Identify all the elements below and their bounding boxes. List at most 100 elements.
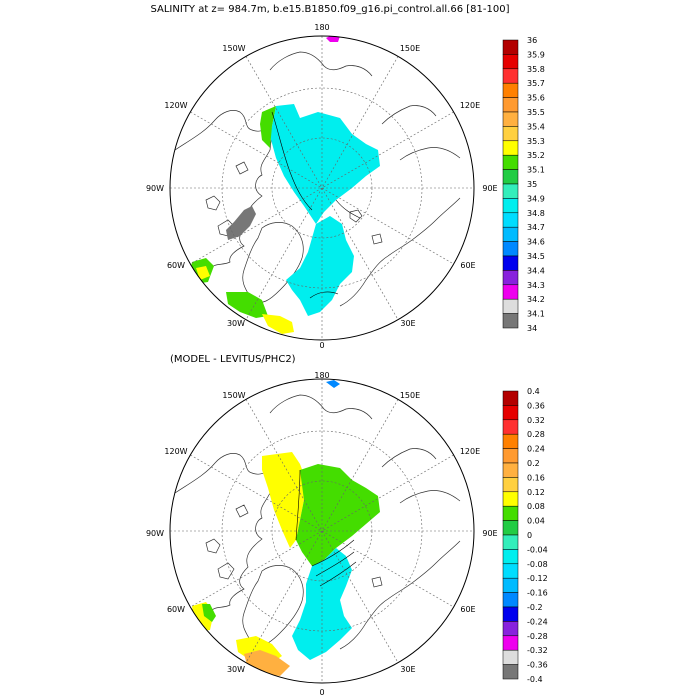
region-north-atlantic-green [190, 258, 268, 318]
colorbar-label: -0.16 [527, 589, 548, 598]
colorbar-swatch [502, 140, 519, 156]
region-baffin-gray [226, 206, 256, 240]
colorbar-label: 0.32 [527, 416, 545, 425]
colorbar-label: 35.5 [527, 108, 545, 117]
colorbar-label: 34.7 [527, 223, 545, 232]
colorbar-swatch [502, 111, 519, 127]
lon-label-90e: 90E [482, 529, 497, 538]
map-boundary [169, 35, 475, 341]
colorbar-label: 34.1 [527, 310, 545, 319]
colorbar-swatch [502, 577, 519, 593]
lon-label-0: 0 [319, 688, 324, 697]
lon-label-30e: 30E [400, 665, 415, 674]
colorbar-label: -0.4 [527, 675, 543, 684]
colorbar: 0.4 0.36 0.32 0.28 0.24 0.2 0.16 0.12 0.08 0.04 0 -… [502, 387, 548, 684]
colorbar-swatch [502, 241, 519, 257]
lon-label-120e: 120E [460, 447, 480, 456]
contour-line [295, 469, 357, 587]
colorbar-label: 34.2 [527, 295, 545, 304]
colorbar-swatch [502, 82, 519, 98]
colorbar-swatch [502, 505, 519, 521]
colorbar-swatch [502, 621, 519, 637]
map-field [170, 36, 474, 340]
colorbar-swatch [502, 54, 519, 70]
lon-label-30w: 30W [227, 319, 245, 328]
region-canadian-basin [262, 452, 306, 548]
colorbar-swatch [502, 592, 519, 608]
colorbar-label: 36 [527, 36, 537, 45]
colorbar-swatch [502, 68, 519, 84]
region-canadian-arctic [260, 106, 276, 148]
colorbar-swatch [502, 198, 519, 214]
colorbar-label: -0.36 [527, 661, 548, 670]
lon-label-120w: 120W [164, 447, 187, 456]
colorbar-label: 35.4 [527, 122, 545, 131]
lon-label-60e: 60E [460, 261, 475, 270]
colorbar-label: 35.9 [527, 50, 545, 59]
coastline-alaska [269, 51, 373, 77]
longitude-labels: 180 150E 120E 90E 60E 30E 0 30W 60W 90W … [146, 371, 498, 697]
colorbar-swatch [502, 405, 519, 421]
colorbar-label: 0.08 [527, 502, 545, 511]
colorbar-label: 35.3 [527, 137, 545, 146]
colorbar-swatch [502, 212, 519, 228]
colorbar-swatch [502, 563, 519, 579]
colorbar-label: 34 [527, 324, 537, 333]
lon-label-90e: 90E [482, 184, 497, 193]
colorbar-swatch [502, 606, 519, 622]
grid [170, 379, 474, 683]
colorbar-label: 0.28 [527, 430, 545, 439]
colorbar-swatch [502, 664, 519, 680]
colorbar-swatch [502, 270, 519, 286]
panel-salinity: SALINITY at z= 984.7m, b.e15.B1850.f09_g… [146, 4, 545, 350]
colorbar-swatch [502, 255, 519, 271]
colorbar: 36 35.9 35.8 35.7 35.6 35.5 35.4 35.3 35.2 35.1 35… [502, 36, 545, 333]
colorbar-label: -0.28 [527, 632, 548, 641]
lon-label-60w: 60W [167, 261, 185, 270]
colorbar-label: -0.08 [527, 560, 548, 569]
colorbar-label: 35.7 [527, 79, 545, 88]
colorbar-swatch [502, 313, 519, 329]
colorbar-swatch [502, 534, 519, 550]
colorbar-label: 35.8 [527, 65, 545, 74]
colorbar-swatch [502, 419, 519, 435]
grid [170, 36, 474, 340]
coastline-eurasia [339, 105, 461, 307]
lon-label-150w: 150W [222, 391, 245, 400]
colorbar-swatch [502, 126, 519, 142]
lon-label-120e: 120E [460, 101, 480, 110]
colorbar-label: 34.9 [527, 194, 545, 203]
lon-label-0: 0 [319, 341, 324, 350]
coastline-north-america [174, 453, 273, 614]
colorbar-label: -0.04 [527, 545, 548, 554]
map-field [170, 379, 474, 683]
colorbar-swatch [502, 154, 519, 170]
panel-difference: (MODEL - LEVITUS/PHC2) [146, 354, 548, 697]
colorbar-swatch [502, 39, 519, 55]
colorbar-swatch [502, 284, 519, 300]
colorbar-label: 34.3 [527, 281, 545, 290]
colorbar-label: 34.8 [527, 209, 545, 218]
chart-title: SALINITY at z= 984.7m, b.e15.B1850.f09_g… [150, 4, 509, 15]
colorbar-swatch [502, 635, 519, 651]
region-pacific-magenta [326, 36, 340, 42]
lon-label-90w: 90W [146, 529, 164, 538]
colorbar-label: -0.32 [527, 646, 548, 655]
longitude-labels: 180 150E 120E 90E 60E 30E 0 30W 60W 90W … [146, 23, 498, 350]
colorbar-swatch [502, 549, 519, 565]
region-north-atlantic-yellow [192, 602, 282, 664]
lon-label-30e: 30E [400, 319, 415, 328]
colorbar-label: 0.16 [527, 473, 545, 482]
coastline-alaska [269, 394, 373, 420]
colorbar-label: -0.12 [527, 574, 548, 583]
colorbar-label: -0.2 [527, 603, 543, 612]
colorbar-label: -0.24 [527, 617, 548, 626]
colorbar-swatch [502, 298, 519, 314]
colorbar-swatch [502, 520, 519, 536]
chart-title: (MODEL - LEVITUS/PHC2) [170, 354, 296, 365]
colorbar-swatch [502, 477, 519, 493]
colorbar-swatch [502, 97, 519, 113]
colorbar-swatch [502, 649, 519, 665]
lon-label-150e: 150E [400, 44, 420, 53]
region-north-atlantic-green [202, 604, 216, 622]
